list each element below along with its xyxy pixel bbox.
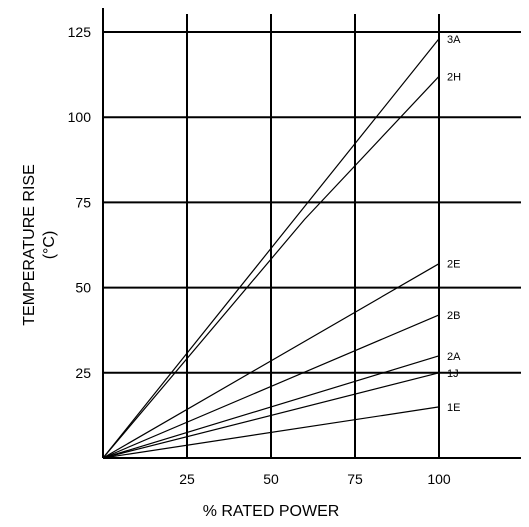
y-tick-label: 125 [68,24,92,40]
series-line-1j [102,372,440,459]
series-line-1e [102,406,440,459]
grid [103,14,521,458]
y-tick-label: 100 [68,109,92,125]
series-line-2a [102,355,440,459]
y-tick-label: 50 [75,280,91,296]
series-label-1e: 1E [447,402,460,414]
series-label-2a: 2A [447,351,461,363]
series-labels: 3A 2H 2E 2B 2A 1J 1E [447,34,461,414]
x-axis-title: % RATED POWER [203,503,340,520]
y-axis-unit: (°C) [41,231,58,260]
series-label-2e: 2E [447,259,460,271]
series-lines [102,38,440,459]
x-tick-label: 75 [347,471,363,487]
series-label-3a: 3A [447,34,461,46]
series-line-3a [102,38,440,459]
y-tick-label: 75 [75,194,91,210]
series-label-2h: 2H [447,71,461,83]
series-line-2e [102,263,440,459]
x-tick-label: 50 [263,471,279,487]
tick-labels: 25 50 75 100 25 50 75 100 125 [68,24,451,487]
x-tick-label: 100 [427,471,451,487]
series-line-2h [102,75,440,459]
x-tick-label: 25 [179,471,195,487]
y-axis-title: TEMPERATURE RISE [21,164,38,326]
series-label-1j: 1J [447,368,459,380]
axes [102,8,521,459]
series-label-2b: 2B [447,310,460,322]
series-line-2b [102,314,440,459]
y-tick-label: 25 [75,365,91,381]
